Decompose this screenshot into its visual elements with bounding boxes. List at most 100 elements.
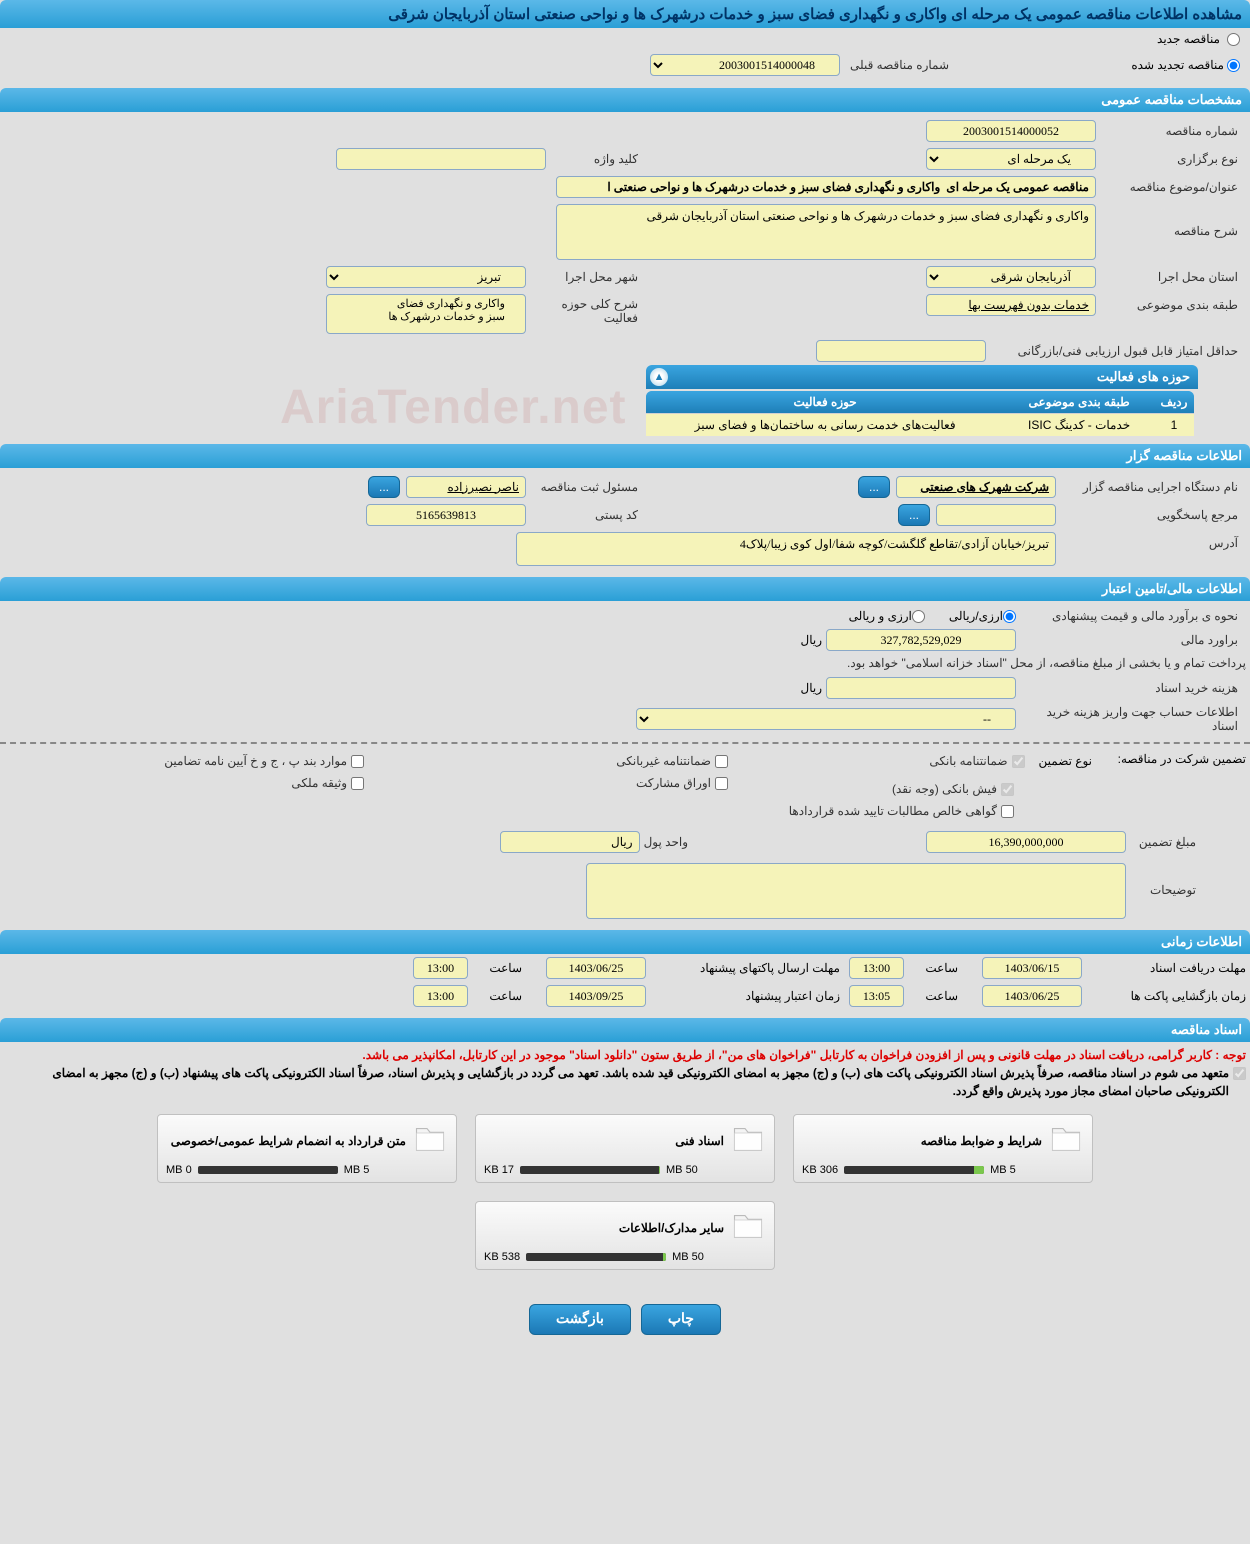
folder-icon: [730, 1121, 766, 1160]
estimate-rial-label: ارزی/ریالی: [949, 609, 1003, 623]
org-input[interactable]: [896, 476, 1056, 498]
file-size: 538 KB: [484, 1251, 520, 1263]
tender-title-input[interactable]: [556, 176, 1096, 198]
chk-bonds[interactable]: [351, 755, 364, 768]
validity-time[interactable]: [413, 985, 468, 1007]
notice-black: متعهد می شوم در اسناد مناقصه، صرفاً پذیر…: [4, 1064, 1229, 1106]
file-name: اسناد فنی: [484, 1134, 724, 1148]
province-label: استان محل اجرا: [1096, 270, 1246, 284]
pkg-send-time[interactable]: [413, 957, 468, 979]
lbl-shares: اوراق مشارکت: [636, 776, 711, 790]
section-owner-header: اطلاعات مناقصه گزار: [0, 444, 1250, 468]
province-select[interactable]: آذربایجان شرقی: [926, 266, 1096, 288]
lbl-bank-guarantee: ضمانتنامه بانکی: [929, 754, 1007, 768]
org-label: نام دستگاه اجرایی مناقصه گزار: [1056, 480, 1246, 494]
hour-label-2: ساعت: [472, 961, 522, 975]
keyword-input[interactable]: [336, 148, 546, 170]
doc-fee-input[interactable]: [826, 677, 1016, 699]
files-grid: شرایط و ضوابط مناقصه5 MB306 KBاسناد فنی5…: [0, 1106, 1250, 1284]
file-name: سایر مدارک/اطلاعات: [484, 1221, 724, 1235]
postal-input[interactable]: [366, 504, 526, 526]
doc-fee-unit: ریال: [796, 681, 826, 695]
doc-receive-label: مهلت دریافت اسناد: [1086, 961, 1246, 975]
activity-scope-list[interactable]: واکاری و نگهداری فضای سبز و خدمات درشهرک…: [326, 294, 526, 334]
estimate-currency: ریال: [796, 633, 826, 647]
registrar-input[interactable]: [406, 476, 526, 498]
lbl-nonbank: ضمانتنامه غیربانکی: [616, 754, 711, 768]
section-finance-header: اطلاعات مالی/تامین اعتبار: [0, 577, 1250, 601]
doc-receive-time[interactable]: [849, 957, 904, 979]
org-lookup-button[interactable]: ...: [858, 476, 890, 498]
notice-red: توجه : کاربر گرامی، دریافت اسناد در مهلت…: [0, 1042, 1250, 1064]
city-select[interactable]: تبریز: [326, 266, 526, 288]
category-input[interactable]: [926, 294, 1096, 316]
chk-bank-receipt[interactable]: [1001, 783, 1014, 796]
file-size: 17 KB: [484, 1164, 514, 1176]
folder-icon: [412, 1121, 448, 1160]
doc-fee-label: هزینه خرید اسناد: [1016, 681, 1246, 695]
pkg-send-date[interactable]: [546, 957, 646, 979]
doc-receive-date[interactable]: [982, 957, 1082, 979]
tender-desc-label: شرح مناقصه: [1096, 204, 1246, 238]
file-card[interactable]: شرایط و ضوابط مناقصه5 MB306 KB: [793, 1114, 1093, 1183]
estimate-fx-radio[interactable]: [912, 610, 925, 623]
holding-type-label: نوع برگزاری: [1096, 152, 1246, 166]
address-textarea[interactable]: تبریز/خیابان آزادی/تقاطع گلگشت/کوچه شفا/…: [516, 532, 1056, 566]
holding-type-select[interactable]: یک مرحله ای: [926, 148, 1096, 170]
col-row: ردیف: [1154, 391, 1194, 414]
pkg-send-label: مهلت ارسال پاکتهای پیشنهاد: [650, 961, 840, 975]
min-score-input[interactable]: [816, 340, 986, 362]
guarantee-amount-input[interactable]: [926, 831, 1126, 853]
address-label: آدرس: [1056, 532, 1246, 550]
guarantee-section-label: تضمین شرکت در مناقصه:: [1096, 752, 1246, 766]
currency-unit-input[interactable]: [500, 831, 640, 853]
tender-type-radio-group: مناقصه جدید: [0, 28, 1250, 50]
prev-number-select[interactable]: 2003001514000048: [650, 54, 840, 76]
file-card[interactable]: اسناد فنی50 MB17 KB: [475, 1114, 775, 1183]
commitment-checkbox[interactable]: [1233, 1067, 1246, 1080]
file-card[interactable]: سایر مدارک/اطلاعات 50 MB 538 KB: [475, 1201, 775, 1270]
collapse-icon[interactable]: ▲: [650, 368, 668, 386]
account-info-select[interactable]: --: [636, 708, 1016, 730]
back-button[interactable]: بازگشت: [529, 1304, 631, 1335]
chk-receivables[interactable]: [1001, 805, 1014, 818]
estimate-method-label: نحوه ی برآورد مالی و قیمت پیشنهادی: [1016, 609, 1246, 623]
estimate-rial-radio[interactable]: [1003, 610, 1016, 623]
col-scope: حوزه فعالیت: [646, 391, 1004, 414]
guarantee-amount-label: مبلغ تضمین: [1126, 835, 1246, 849]
file-capacity: 50 MB: [672, 1251, 704, 1263]
folder-icon: [1048, 1121, 1084, 1160]
open-time[interactable]: [849, 985, 904, 1007]
folder-icon: [730, 1208, 766, 1247]
contact-input[interactable]: [936, 504, 1056, 526]
chk-property[interactable]: [351, 777, 364, 790]
chk-shares[interactable]: [715, 777, 728, 790]
tender-desc-textarea[interactable]: واکاری و نگهداری فضای سبز و خدمات درشهرک…: [556, 204, 1096, 260]
activity-table: ردیف طبقه بندی موضوعی حوزه فعالیت 1 خدما…: [646, 391, 1194, 436]
chk-bank-guarantee[interactable]: [1012, 755, 1025, 768]
lbl-bank-receipt: فیش بانکی (وجه نقد): [892, 782, 997, 796]
tender-renewed-radio[interactable]: [1227, 59, 1240, 72]
contact-lookup-button[interactable]: ...: [898, 504, 930, 526]
file-card[interactable]: متن قرارداد به انضمام شرایط عمومی/خصوصی5…: [157, 1114, 457, 1183]
guarantee-type-label: نوع تضمین: [1039, 754, 1092, 768]
print-button[interactable]: چاپ: [641, 1304, 721, 1335]
estimate-label: براورد مالی: [1016, 633, 1246, 647]
treasury-note: پرداخت تمام و یا بخشی از مبلغ مناقصه، از…: [0, 654, 1250, 674]
guarantee-notes-textarea[interactable]: [586, 863, 1126, 919]
open-label: زمان بازگشایی پاکت ها: [1086, 989, 1246, 1003]
registrar-lookup-button[interactable]: ...: [368, 476, 400, 498]
validity-label: زمان اعتبار پیشنهاد: [650, 989, 840, 1003]
table-row: 1 خدمات - کدینگ ISIC فعالیت‌های خدمت رسا…: [646, 414, 1194, 437]
tender-number-input[interactable]: [926, 120, 1096, 142]
chk-nonbank[interactable]: [715, 755, 728, 768]
tender-new-radio[interactable]: [1227, 33, 1240, 46]
estimate-input[interactable]: [826, 629, 1016, 651]
hour-label-4: ساعت: [472, 989, 522, 1003]
open-date[interactable]: [982, 985, 1082, 1007]
file-capacity: 5 MB: [990, 1164, 1016, 1176]
section-general-header: مشخصات مناقصه عمومی: [0, 88, 1250, 112]
file-bar: [844, 1166, 984, 1174]
validity-date[interactable]: [546, 985, 646, 1007]
estimate-fx-label: ارزی و ریالی: [849, 609, 912, 623]
